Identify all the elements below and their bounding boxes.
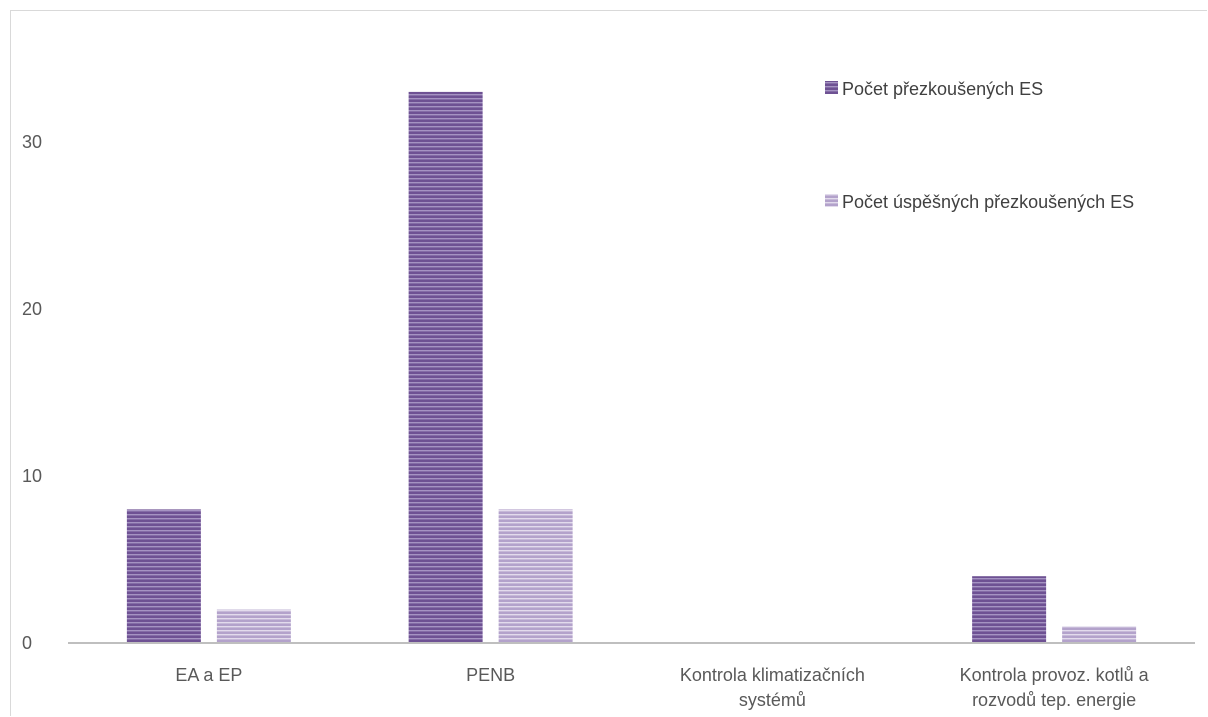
- bar-tested: [126, 509, 201, 643]
- legend-label: Počet úspěšných přezkoušených ES: [842, 192, 1134, 212]
- x-category-label: EA a EP: [175, 665, 242, 685]
- y-tick-label: 10: [22, 466, 42, 486]
- x-category-label: rozvodů tep. energie: [972, 690, 1136, 710]
- bar-tested: [408, 91, 483, 643]
- x-category-label: systémů: [739, 690, 806, 710]
- y-axis: 0 10 20 30: [22, 132, 42, 653]
- y-tick-label: 20: [22, 299, 42, 319]
- x-category-label: PENB: [466, 665, 515, 685]
- x-category-label: Kontrola klimatizačních: [680, 665, 865, 685]
- bar-passed: [1062, 626, 1137, 643]
- bars-group: [126, 91, 1137, 643]
- legend: Počet přezkoušených ES Počet úspěšných př…: [825, 79, 1134, 212]
- legend-swatch: [825, 194, 838, 207]
- legend-label: Počet přezkoušených ES: [842, 79, 1043, 99]
- x-axis: EA a EP PENB Kontrola klimatizačních systém…: [68, 642, 1195, 710]
- bar-passed: [216, 609, 291, 643]
- chart-frame: [10, 10, 1207, 716]
- bar-passed: [498, 509, 573, 643]
- legend-swatch: [825, 81, 838, 94]
- bar-tested: [972, 576, 1047, 643]
- y-tick-label: 30: [22, 132, 42, 152]
- y-tick-label: 0: [22, 633, 32, 653]
- x-category-label: Kontrola provoz. kotlů a: [960, 665, 1150, 685]
